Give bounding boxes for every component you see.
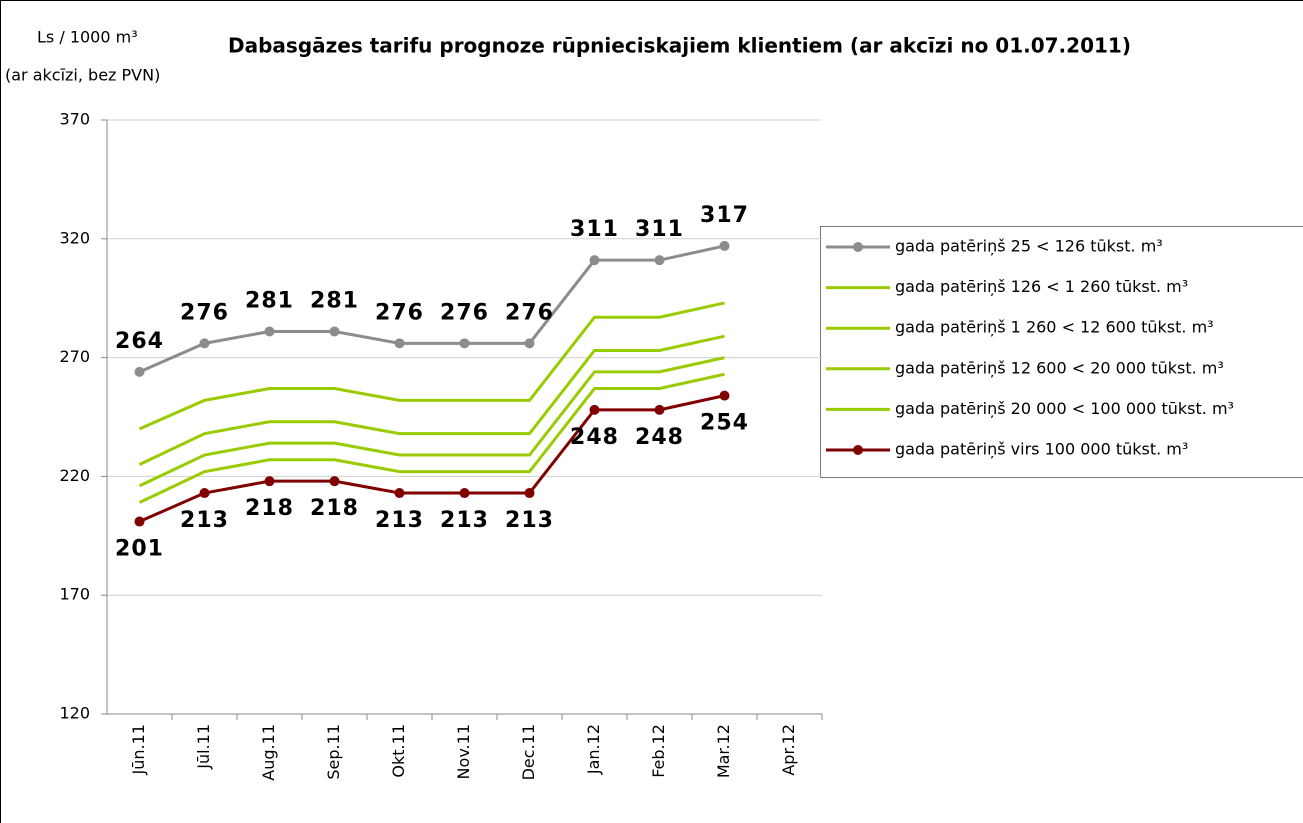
legend-box bbox=[820, 226, 1303, 478]
point bbox=[719, 240, 730, 251]
data-label: 248 bbox=[570, 425, 619, 450]
y-tick-label: 370 bbox=[59, 110, 90, 129]
data-label: 281 bbox=[245, 288, 294, 313]
point bbox=[134, 366, 145, 377]
x-tick-label: Feb.12 bbox=[649, 724, 668, 778]
x-tick-label: Aug.11 bbox=[259, 724, 278, 781]
data-label: 218 bbox=[245, 496, 294, 521]
x-tick-label: Jūn.11 bbox=[129, 724, 148, 775]
x-tick-label: Sep.11 bbox=[324, 724, 343, 780]
y-tick-label: 220 bbox=[59, 466, 90, 485]
point bbox=[719, 390, 730, 401]
legend-marker bbox=[853, 445, 863, 455]
point bbox=[654, 255, 665, 266]
point bbox=[329, 326, 340, 337]
data-label: 254 bbox=[700, 411, 749, 436]
data-label: 311 bbox=[570, 217, 619, 242]
point bbox=[524, 488, 535, 499]
data-label: 218 bbox=[310, 496, 359, 521]
data-label: 213 bbox=[440, 508, 489, 533]
series-line bbox=[138, 372, 725, 504]
point bbox=[524, 338, 535, 349]
point bbox=[589, 255, 600, 266]
point bbox=[264, 476, 275, 487]
point bbox=[459, 488, 470, 499]
series-line bbox=[138, 394, 725, 523]
x-tick-label: Mar.12 bbox=[714, 724, 733, 778]
y-tick-label: 270 bbox=[59, 347, 90, 366]
point bbox=[589, 404, 600, 415]
series-line bbox=[138, 334, 725, 466]
y-tick-label: 320 bbox=[59, 228, 90, 247]
legend-label: gada patēriņš 20 000 < 100 000 tūkst. m³ bbox=[895, 399, 1234, 418]
data-label: 281 bbox=[310, 288, 359, 313]
data-label: 276 bbox=[440, 300, 489, 325]
data-label: 213 bbox=[180, 508, 229, 533]
point bbox=[394, 488, 405, 499]
data-label: 311 bbox=[635, 217, 684, 242]
x-tick-label: Nov.11 bbox=[454, 724, 473, 779]
x-tick-label: Apr.12 bbox=[779, 724, 798, 776]
y-tick-label: 120 bbox=[59, 704, 90, 723]
legend-label: gada patēriņš virs 100 000 tūkst. m³ bbox=[895, 440, 1188, 459]
series-line bbox=[138, 356, 725, 488]
series-line bbox=[138, 301, 725, 431]
chart-title: Dabasgāzes tarifu prognoze rūpnieciskaji… bbox=[228, 34, 1131, 58]
y-tick-label: 170 bbox=[59, 585, 90, 604]
legend-label: gada patēriņš 126 < 1 260 tūkst. m³ bbox=[895, 277, 1188, 296]
data-label: 248 bbox=[635, 425, 684, 450]
data-label: 201 bbox=[115, 537, 164, 562]
x-tick-label: Dec.11 bbox=[519, 724, 538, 780]
series-line bbox=[138, 244, 725, 374]
data-label: 213 bbox=[375, 508, 424, 533]
x-tick-label: Jūl.11 bbox=[194, 724, 213, 770]
x-tick-label: Jan.12 bbox=[584, 724, 603, 775]
point bbox=[394, 338, 405, 349]
data-label: 276 bbox=[375, 300, 424, 325]
point bbox=[199, 488, 210, 499]
data-label: 276 bbox=[505, 300, 554, 325]
point bbox=[329, 476, 340, 487]
data-label: 213 bbox=[505, 508, 554, 533]
legend-label: gada patēriņš 12 600 < 20 000 tūkst. m³ bbox=[895, 358, 1224, 377]
data-label: 276 bbox=[180, 300, 229, 325]
legend-marker bbox=[853, 242, 863, 252]
point bbox=[199, 338, 210, 349]
y-axis-label: Ls / 1000 m³ bbox=[37, 28, 138, 47]
legend-label: gada patēriņš 1 260 < 12 600 tūkst. m³ bbox=[895, 318, 1214, 337]
x-tick-label: Okt.11 bbox=[389, 724, 408, 778]
data-label: 264 bbox=[115, 329, 164, 354]
point bbox=[654, 404, 665, 415]
data-label: 317 bbox=[700, 203, 749, 228]
point bbox=[264, 326, 275, 337]
legend-label: gada patēriņš 25 < 126 tūkst. m³ bbox=[895, 237, 1163, 256]
point bbox=[459, 338, 470, 349]
point bbox=[134, 516, 145, 527]
y-axis-sublabel: (ar akcīzi, bez PVN) bbox=[5, 66, 160, 85]
